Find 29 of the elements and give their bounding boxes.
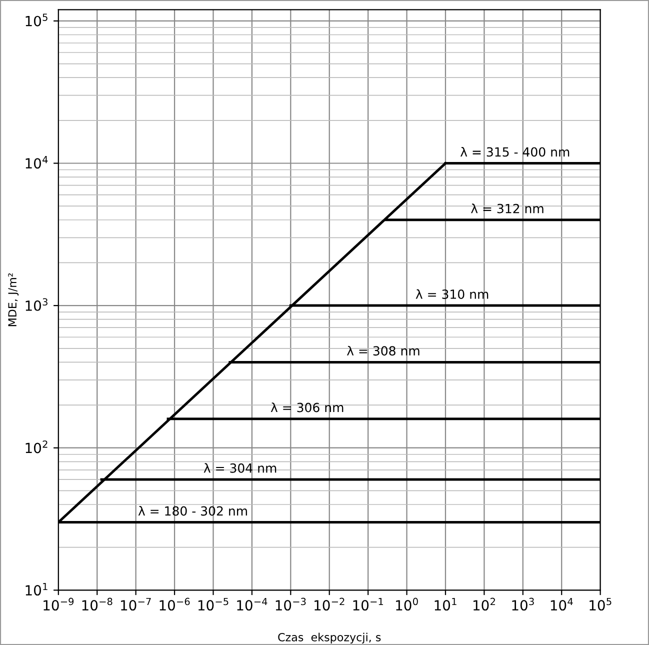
annotation: λ = 308 nm [346,346,420,356]
annotation: λ = 312 nm [471,204,544,214]
annotation: λ = 304 nm [204,463,276,473]
annotation: λ = 310 nm [416,289,488,299]
x-axis-title: Czas ekspozycji, s [278,632,381,644]
y-tick-label: 10$^{3}$ [26,298,48,311]
x-tick-label: 10$^{5}$ [590,598,612,611]
annotation: λ = 180 - 302 nm [138,506,247,516]
y-tick-label: 10$^{1}$ [26,582,48,596]
x-tick-label: 10$^{0}$ [396,598,418,611]
x-tick-label: 10$^{−9}$ [44,598,74,611]
x-tick-label: 10$^{−7}$ [121,598,151,611]
x-tick-label: 10$^{−1}$ [353,598,383,611]
y-tick-label: 10$^{5}$ [26,14,48,26]
x-tick-label: 10$^{3}$ [512,598,534,611]
annotation: λ = 315 - 400 nm [460,146,570,157]
x-tick-label: 10$^{−3}$ [276,598,306,611]
y-axis-title: MDE, J/m² [8,273,19,326]
y-tick-label: 10$^{2}$ [26,440,48,454]
x-tick-label: 10$^{−8}$ [82,598,112,611]
x-tick-label: 10$^{2}$ [474,598,495,611]
x-tick-label: 10$^{4}$ [550,598,573,611]
x-tick-label: 10$^{−2}$ [314,598,344,611]
x-tick-label: 10$^{−6}$ [160,598,190,611]
x-tick-label: 10$^{−5}$ [198,598,228,611]
annotation: λ = 306 nm [270,402,344,412]
x-tick-label: 10$^{1}$ [434,598,456,611]
y-tick-label: 10$^{4}$ [26,156,48,169]
x-tick-label: 10$^{−4}$ [237,598,268,611]
